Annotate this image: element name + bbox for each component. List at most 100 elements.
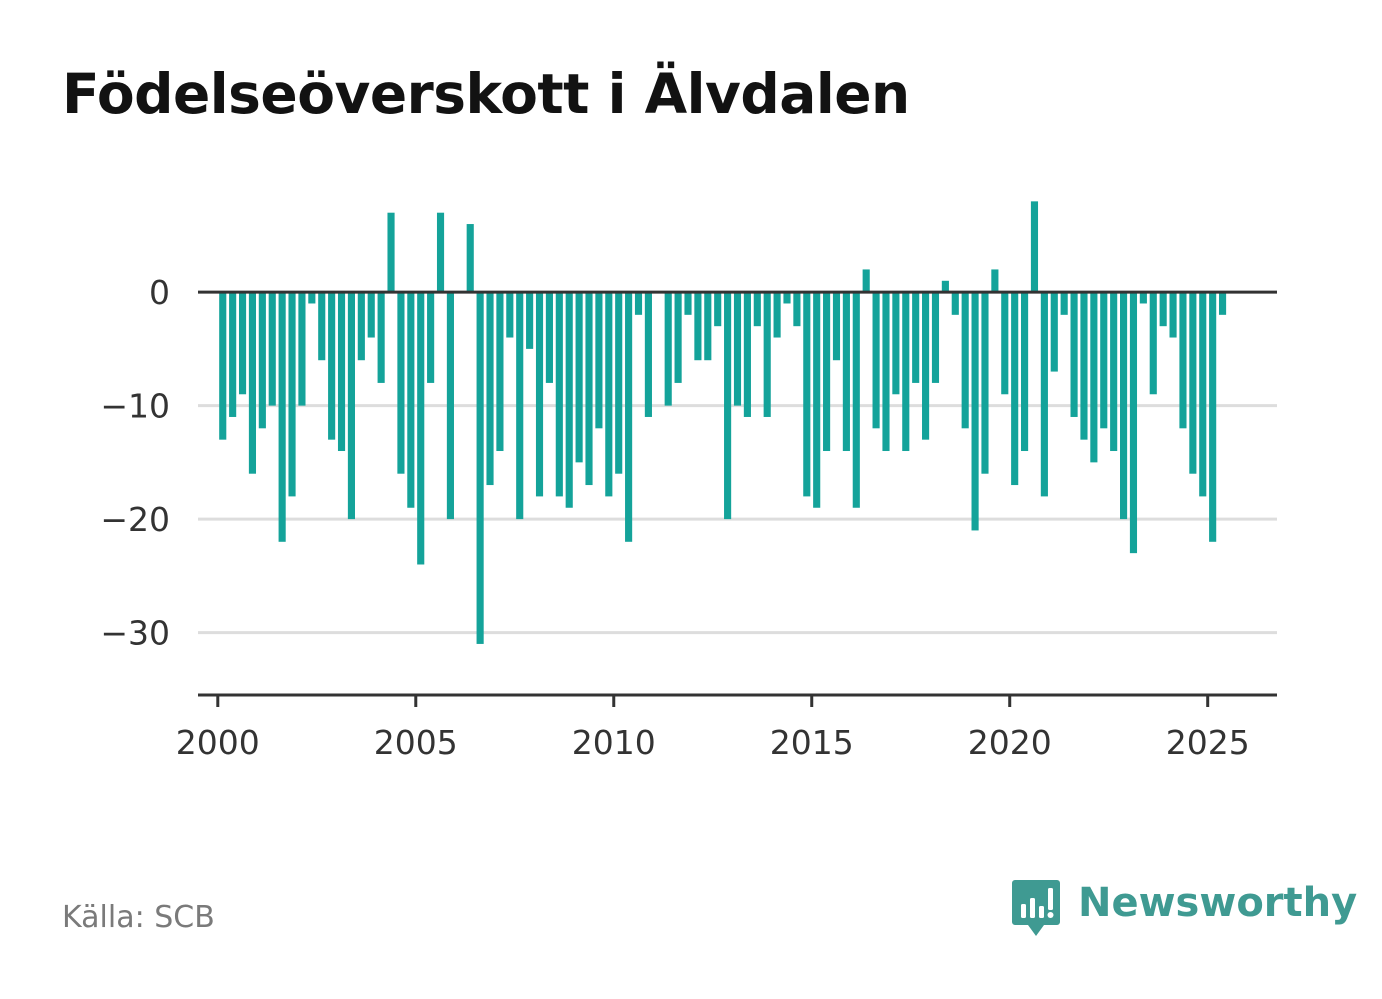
bar — [377, 292, 385, 383]
source-note: Källa: SCB — [62, 900, 215, 935]
bar — [763, 292, 771, 417]
bar — [694, 292, 702, 361]
y-tick-label: 0 — [149, 273, 170, 312]
bar — [258, 292, 266, 429]
x-axis-ticks: 2000 2005 2010 2015 2020 2025 — [176, 695, 1250, 762]
bar — [1189, 292, 1197, 474]
y-axis-ticks: 0 −10 −20 −30 — [100, 273, 170, 652]
bar — [605, 292, 613, 497]
bar — [1159, 292, 1167, 327]
bar — [496, 292, 504, 452]
bar — [466, 224, 474, 293]
bar — [219, 292, 227, 440]
bar — [1110, 292, 1118, 452]
bar — [803, 292, 811, 497]
brand-name: Newsworthy — [1078, 880, 1358, 926]
bar — [248, 292, 257, 474]
x-tick-label: 2025 — [1166, 723, 1250, 762]
bar — [585, 292, 593, 486]
bar — [664, 292, 672, 406]
bar — [1120, 292, 1128, 520]
bar — [1030, 201, 1039, 293]
bar — [357, 292, 365, 361]
bar — [704, 292, 712, 361]
bar — [1129, 292, 1138, 554]
bars — [219, 201, 1227, 644]
bar — [565, 292, 573, 508]
bar — [367, 292, 375, 338]
bar — [1179, 292, 1187, 429]
bar — [1199, 292, 1207, 497]
bar — [931, 292, 940, 383]
bar — [1218, 292, 1227, 315]
bar — [298, 292, 306, 406]
bar — [941, 280, 949, 293]
bar — [476, 292, 484, 644]
bar — [506, 292, 514, 338]
chart-title: Födelseöverskott i Älvdalen — [62, 62, 910, 126]
bar — [902, 292, 910, 452]
bar — [1021, 292, 1029, 452]
bar — [575, 292, 583, 463]
bar — [823, 292, 831, 452]
x-tick-label: 2010 — [572, 723, 656, 762]
bar — [862, 269, 870, 293]
bar — [308, 292, 316, 304]
y-tick-label: −10 — [100, 387, 170, 426]
bar — [436, 212, 445, 293]
bar — [387, 212, 395, 293]
bar — [486, 292, 494, 486]
bar — [1050, 292, 1058, 372]
bar — [832, 292, 841, 361]
bar — [724, 292, 732, 520]
bar — [516, 292, 524, 520]
bar — [1169, 292, 1177, 338]
bar — [991, 269, 999, 293]
bar — [951, 292, 959, 315]
bar — [1040, 292, 1048, 497]
bar — [912, 292, 920, 383]
bar — [872, 292, 880, 429]
bar — [1011, 292, 1019, 486]
bar — [535, 292, 544, 497]
bar — [783, 292, 791, 304]
bar — [268, 292, 276, 406]
bar — [1070, 292, 1078, 417]
y-tick-label: −30 — [100, 614, 170, 653]
bar — [1090, 292, 1098, 463]
bar — [337, 292, 346, 452]
bar — [1149, 292, 1157, 395]
bar — [644, 292, 652, 417]
bar — [625, 292, 633, 542]
bar — [842, 292, 850, 452]
bar — [1209, 292, 1217, 542]
x-tick-label: 2020 — [968, 723, 1052, 762]
bar — [753, 292, 761, 327]
bar — [674, 292, 682, 383]
bar — [238, 292, 247, 395]
bar — [397, 292, 405, 474]
bar — [634, 292, 643, 315]
bar — [714, 292, 722, 327]
bar — [733, 292, 742, 406]
bar — [1080, 292, 1088, 440]
bar — [852, 292, 860, 508]
bar — [278, 292, 286, 542]
bar — [981, 292, 989, 474]
x-tick-label: 2000 — [176, 723, 260, 762]
bar — [1139, 292, 1147, 304]
y-tick-label: −20 — [100, 500, 170, 539]
bar — [892, 292, 900, 395]
bar — [417, 292, 425, 565]
bar — [882, 292, 890, 452]
bar — [743, 292, 751, 417]
bar — [526, 292, 534, 349]
bar — [813, 292, 821, 508]
bar — [347, 292, 355, 520]
bar — [288, 292, 296, 497]
newsworthy-logo[interactable]: Newsworthy — [1012, 878, 1357, 940]
bar — [595, 292, 603, 429]
bar — [555, 292, 563, 497]
bar — [545, 292, 553, 383]
